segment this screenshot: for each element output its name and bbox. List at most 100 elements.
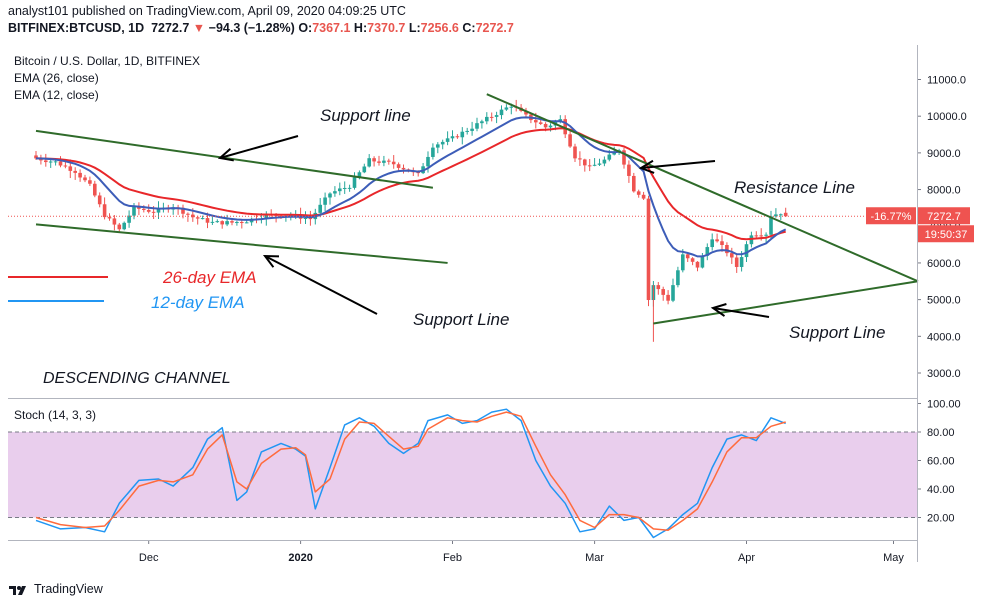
candle-body (387, 160, 391, 162)
candle-body (225, 221, 229, 225)
candle-body (764, 234, 768, 236)
candle-body (151, 211, 156, 213)
arrow-support-top (219, 135, 299, 159)
candle-body (563, 119, 567, 135)
candle-body (347, 187, 352, 189)
price-tag-bg (918, 207, 970, 225)
candle-body (401, 167, 406, 170)
candle-body (142, 208, 146, 210)
candle-body (122, 222, 126, 230)
time-tick-label: 2020 (288, 552, 312, 564)
candle-body (661, 289, 665, 295)
candle-body (739, 257, 744, 267)
arrow-support-bottom-head-icon (262, 254, 280, 268)
candle-body (391, 161, 396, 165)
candle-body (426, 156, 430, 167)
candle-body (607, 154, 612, 160)
candle-body (475, 123, 479, 129)
stoch-tick-label: 100.00 (927, 399, 961, 411)
candle-body (357, 172, 362, 178)
candle-body (367, 158, 371, 167)
candle-body (730, 253, 734, 258)
low-label: L: (408, 21, 421, 35)
candle-body (602, 159, 607, 164)
candle-body (220, 221, 224, 225)
candle-body (205, 218, 210, 223)
candle-body (465, 130, 469, 132)
candle-body (83, 177, 87, 181)
price-axis[interactable]: 3000.04000.05000.06000.07000.08000.09000… (8, 75, 967, 525)
candle-body (568, 134, 572, 147)
last-price: 7272.7 (151, 21, 190, 35)
candle-body (573, 146, 577, 159)
price-tag: 7272.7 (927, 211, 961, 223)
candle-body (68, 166, 73, 171)
candle-body (744, 244, 749, 258)
countdown-tag: 19:50:37 (925, 229, 968, 241)
candle-body (538, 122, 543, 124)
candle-body (333, 191, 337, 194)
candle-body (676, 270, 680, 286)
candle-body (509, 106, 514, 108)
stoch-title: Stoch (14, 3, 3) (14, 408, 96, 422)
candle-body (720, 241, 724, 245)
candle-body (132, 205, 136, 216)
arrow-resistance (640, 160, 716, 169)
candle-body (195, 217, 200, 219)
open-label: O: (298, 21, 313, 35)
candle-body (656, 285, 661, 290)
main-pane[interactable] (8, 45, 917, 398)
candle-body (107, 217, 112, 219)
time-axis[interactable]: Dec2020FebMarAprMayJ (139, 540, 987, 564)
legend-ema26: EMA (26, close) (14, 71, 99, 85)
annotations: Support line Support Line Support Line R… (43, 106, 885, 387)
trend-lines (35, 93, 919, 325)
channel-lower (35, 223, 448, 264)
candle-body (710, 239, 714, 248)
candle-body (235, 222, 239, 224)
annotation-descending-channel: DESCENDING CHANNEL (43, 370, 231, 387)
candle-body (127, 215, 131, 223)
candle-body (543, 123, 548, 128)
arrow-support-right-head-icon (710, 303, 727, 317)
candle-body (73, 170, 77, 173)
price-tick-label: 5000.0 (927, 295, 961, 307)
time-tick-label: Apr (738, 552, 755, 564)
candle-body (240, 222, 244, 224)
candle-body (323, 197, 327, 205)
candle-body (666, 294, 670, 301)
low-value: 7256.6 (420, 21, 459, 35)
candle-body (646, 198, 651, 301)
resistance-line (486, 93, 919, 283)
candle-body (308, 218, 313, 220)
candle-body (88, 180, 92, 184)
candle-body (548, 125, 553, 128)
candle-body (504, 107, 509, 110)
price-tick-label: 3000.0 (927, 368, 961, 380)
high-label: H: (353, 21, 368, 35)
candle-body (318, 204, 322, 213)
candle-body (485, 116, 489, 122)
stoch-tick-label: 80.00 (927, 427, 955, 439)
candle-body (671, 285, 675, 301)
candle-body (181, 207, 185, 214)
tradingview-logo[interactable]: TradingView (8, 582, 103, 596)
candle-body (734, 257, 739, 267)
candle-body (93, 183, 97, 196)
legend-ema12: EMA (12, close) (14, 88, 99, 102)
candle-body (524, 110, 528, 115)
time-tick-label: Feb (443, 552, 462, 564)
candle-body (230, 221, 234, 223)
price-tick-label: 8000.0 (927, 185, 961, 197)
candle-body (769, 216, 773, 235)
candle-body (499, 109, 504, 116)
candle-body (215, 221, 220, 223)
candle-body (200, 218, 205, 220)
time-tick-label: Mar (585, 552, 604, 564)
candle-body (445, 138, 450, 142)
candle-body (342, 187, 347, 189)
change-value: −94.3 (−1.28%) (208, 21, 295, 35)
arrow-support-top-head-icon (217, 147, 234, 162)
